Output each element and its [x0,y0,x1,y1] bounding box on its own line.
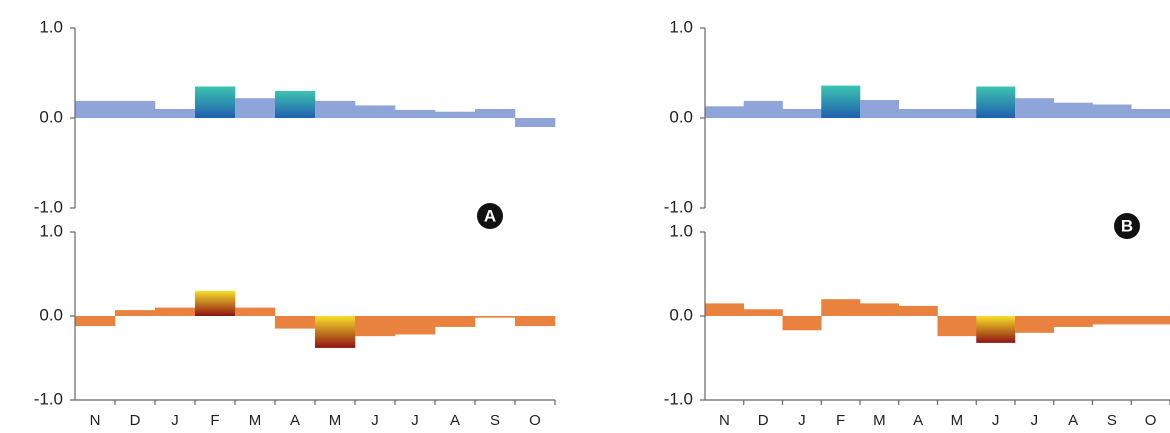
bar [115,100,156,118]
y-tick-label: 0.0 [669,107,693,126]
x-tick-label: A [913,412,923,429]
x-tick-label: A [1068,412,1078,429]
bar [743,309,783,316]
bar [976,86,1016,118]
y-tick-label: 1.0 [39,17,63,36]
bar [75,316,116,327]
bar [435,316,476,327]
panel-label: A [484,206,496,225]
bar [235,307,276,316]
bar [515,118,556,127]
x-tick-label: J [1031,412,1039,429]
bar [475,316,516,318]
bar [1015,316,1055,333]
x-tick-label: D [758,412,769,429]
bar [1131,109,1170,118]
bar [235,98,276,118]
bar [821,299,861,316]
y-tick-label: -1.0 [34,389,63,408]
bar [782,109,822,118]
bar [782,316,822,331]
bar [155,109,196,118]
panel-badge [477,203,503,229]
bar [435,111,476,118]
x-tick-label: S [1107,412,1117,429]
bar [743,100,783,118]
x-tick-label: A [450,412,460,429]
y-tick-label: 1.0 [39,221,63,240]
bar [395,316,436,335]
bar [1053,316,1093,327]
bar [315,316,356,348]
bar [1053,102,1093,118]
x-tick-label: D [130,412,141,429]
bar [275,316,316,329]
bar [705,303,745,316]
x-tick-label: J [992,412,1000,429]
bar [315,100,356,118]
bar [1092,104,1132,118]
bar [976,316,1016,343]
x-tick-label: O [529,412,541,429]
y-tick-label: 0.0 [39,107,63,126]
bar [898,305,938,316]
bar [155,307,196,316]
bar [75,100,116,118]
x-tick-label: M [329,412,342,429]
y-tick-label: -1.0 [664,197,693,216]
x-tick-label: J [371,412,379,429]
bar [705,106,745,118]
panel-label: B [1121,216,1133,235]
bar [355,316,396,337]
bar [475,109,516,118]
panel-badge [1114,213,1140,239]
bar [898,109,938,118]
bar [1092,316,1132,325]
bar [195,86,236,118]
bar [1131,316,1170,325]
bar [195,290,236,316]
y-tick-label: -1.0 [664,389,693,408]
x-tick-label: M [951,412,964,429]
y-tick-label: 1.0 [669,17,693,36]
bar [860,303,900,316]
x-tick-label: F [210,412,219,429]
bar [937,109,977,118]
bar [355,105,396,118]
bar [515,316,556,327]
x-tick-label: J [411,412,419,429]
bar [395,109,436,118]
x-tick-label: J [798,412,806,429]
x-tick-label: M [873,412,886,429]
bar [821,85,861,118]
x-tick-label: J [171,412,179,429]
y-tick-label: -1.0 [34,197,63,216]
bar [860,100,900,118]
x-tick-label: N [90,412,101,429]
bar [115,310,156,316]
bar [1015,98,1055,118]
bar [937,316,977,337]
y-tick-label: 0.0 [39,305,63,324]
x-tick-label: N [719,412,730,429]
y-tick-label: 0.0 [669,305,693,324]
x-tick-label: A [290,412,300,429]
y-tick-label: 1.0 [669,221,693,240]
x-tick-label: M [249,412,262,429]
x-tick-label: S [490,412,500,429]
x-tick-label: F [836,412,845,429]
x-tick-label: O [1145,412,1157,429]
bar [275,91,316,118]
